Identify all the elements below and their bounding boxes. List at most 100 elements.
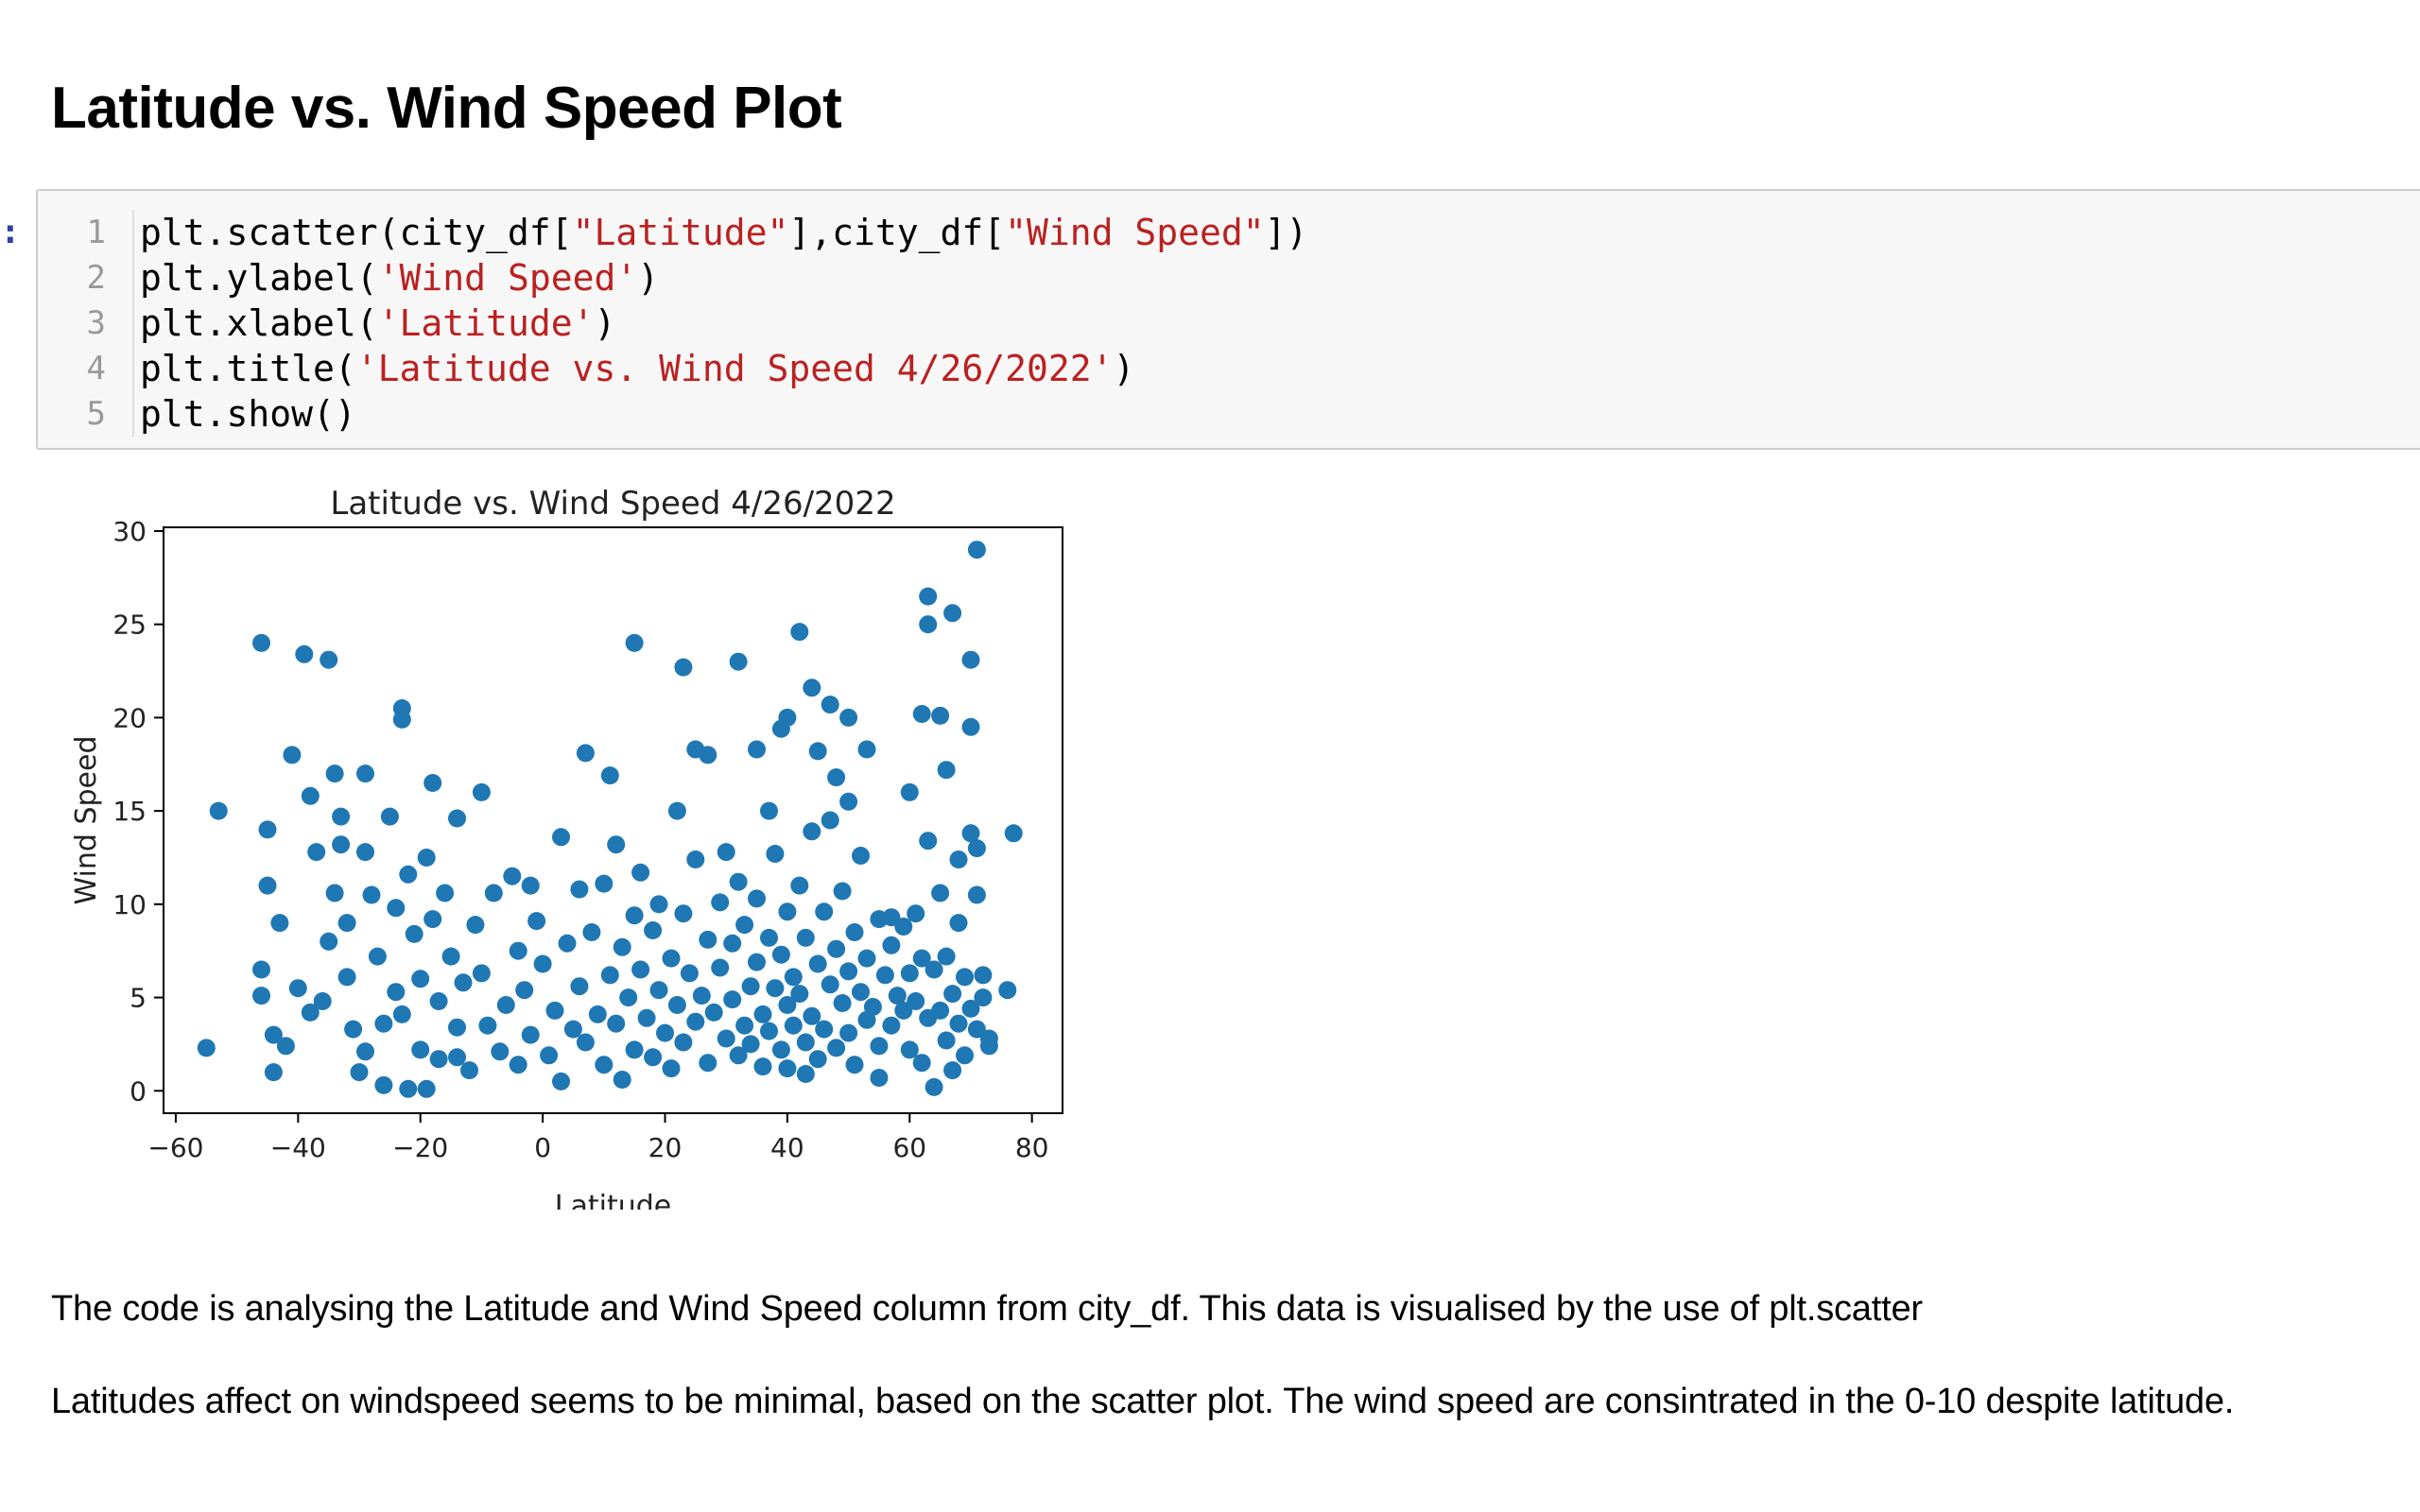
scatter-point — [454, 973, 473, 992]
section-heading: Latitude vs. Wind Speed Plot — [51, 76, 842, 141]
scatter-point — [686, 1012, 705, 1031]
scatter-point — [264, 1063, 283, 1082]
code-token: plt.scatter(city_df[ — [140, 212, 573, 253]
x-tick-label: −40 — [270, 1132, 326, 1163]
scatter-point — [588, 1005, 607, 1023]
scatter-point — [778, 996, 797, 1014]
scatter-point — [448, 809, 466, 828]
scatter-point — [644, 921, 663, 939]
scatter-point — [870, 1037, 889, 1056]
scatter-point — [790, 985, 809, 1004]
scatter-point — [320, 650, 338, 669]
scatter-point — [478, 1016, 497, 1035]
scatter-point — [717, 1029, 735, 1048]
scatter-point — [674, 1033, 693, 1052]
code-cell[interactable]: 1 plt.scatter(city_df["Latitude"],city_df… — [36, 189, 2420, 450]
scatter-point — [894, 1001, 913, 1020]
scatter-point — [472, 782, 491, 801]
scatter-point — [405, 924, 424, 943]
scatter-point — [979, 1029, 998, 1048]
chart-axes: −60 −40 −20 0 20 40 60 80 0 5 10 15 20 25 30 — [112, 516, 1063, 1163]
scatter-point — [448, 1048, 466, 1067]
y-tick-label: 20 — [112, 702, 147, 733]
scatter-point — [833, 882, 852, 901]
scatter-point — [925, 960, 943, 979]
scatter-point — [252, 633, 270, 652]
scatter-point — [576, 1033, 595, 1052]
code-line[interactable]: 5 plt.show() — [38, 391, 2307, 437]
plot-frame — [163, 526, 1063, 1114]
y-tick-label: 30 — [112, 516, 147, 547]
scatter-point — [967, 1020, 986, 1039]
scatter-point — [563, 1020, 582, 1039]
line-number: 5 — [86, 395, 106, 433]
scatter-point — [870, 1069, 889, 1087]
scatter-point — [582, 923, 601, 941]
scatter-point — [949, 1014, 968, 1033]
scatter-point — [301, 1003, 320, 1022]
scatter-chart: Latitude vs. Wind Speed 4/26/2022 Latitu… — [70, 485, 1063, 1210]
scatter-point — [741, 977, 760, 996]
x-axis-label: Latitude — [555, 1190, 671, 1210]
scatter-point — [515, 981, 534, 1000]
code-text: plt.scatter(city_df["Latitude"],city_df[… — [140, 210, 1307, 255]
scatter-point — [919, 615, 938, 634]
scatter-point — [845, 1056, 864, 1074]
x-tick-label: 80 — [1015, 1132, 1049, 1163]
string-literal: 'Latitude' — [377, 302, 595, 344]
scatter-point — [424, 910, 442, 929]
scatter-point — [552, 828, 570, 847]
scatter-point — [411, 1040, 430, 1059]
scatter-point — [882, 936, 901, 954]
scatter-point — [937, 761, 956, 780]
scatter-point — [900, 782, 919, 801]
code-line[interactable]: 3 plt.xlabel('Latitude') — [38, 301, 2307, 346]
scatter-point — [974, 988, 993, 1007]
scatter-point — [595, 1056, 614, 1074]
scatter-point — [808, 742, 827, 761]
scatter-point — [350, 1063, 369, 1082]
scatter-point — [649, 895, 668, 914]
code-line[interactable]: 4 plt.title('Latitude vs. Wind Speed 4/26… — [38, 346, 2307, 391]
scatter-point — [509, 1056, 527, 1074]
x-tick-label: −60 — [147, 1132, 203, 1163]
scatter-point — [380, 807, 399, 826]
code-line[interactable]: 2 plt.ylabel('Wind Speed') — [38, 255, 2307, 301]
scatter-point — [472, 964, 491, 983]
scatter-point — [961, 999, 980, 1018]
scatter-point — [815, 1020, 834, 1039]
scatter-point — [258, 820, 277, 839]
scatter-point — [576, 744, 595, 763]
scatter-point — [735, 1016, 754, 1035]
scatter-point — [503, 867, 522, 885]
scatter-point — [784, 968, 803, 987]
scatter-point — [723, 934, 742, 953]
code-token: ],city_df[ — [788, 212, 1006, 253]
x-tick-label: 20 — [648, 1132, 683, 1163]
scatter-point — [790, 876, 809, 895]
scatter-point — [704, 1003, 723, 1022]
scatter-point — [674, 904, 693, 923]
scatter-point — [337, 914, 356, 933]
code-text: plt.show() — [140, 391, 356, 437]
scatter-point — [607, 835, 626, 854]
scatter-point — [821, 696, 839, 714]
scatter-point — [882, 1016, 901, 1035]
code-line[interactable]: 1 plt.scatter(city_df["Latitude"],city_df… — [38, 210, 2307, 255]
scatter-point — [760, 801, 778, 820]
scatter-point — [332, 807, 351, 826]
scatter-point — [270, 914, 289, 933]
scatter-point — [521, 1025, 540, 1044]
scatter-point — [613, 937, 631, 956]
scatter-point — [264, 1025, 283, 1044]
scatter-point — [863, 998, 882, 1016]
scatter-point — [961, 650, 980, 669]
code-text: plt.title('Latitude vs. Wind Speed 4/26/… — [140, 346, 1134, 391]
chart-title: Latitude vs. Wind Speed 4/26/2022 — [330, 485, 895, 523]
string-literal: 'Latitude vs. Wind Speed 4/26/2022' — [355, 348, 1114, 389]
scatter-point — [417, 849, 436, 867]
y-axis-label: Wind Speed — [70, 736, 103, 905]
scatter-point — [808, 954, 827, 973]
scatter-point — [625, 633, 644, 652]
scatter-point — [753, 1005, 772, 1023]
